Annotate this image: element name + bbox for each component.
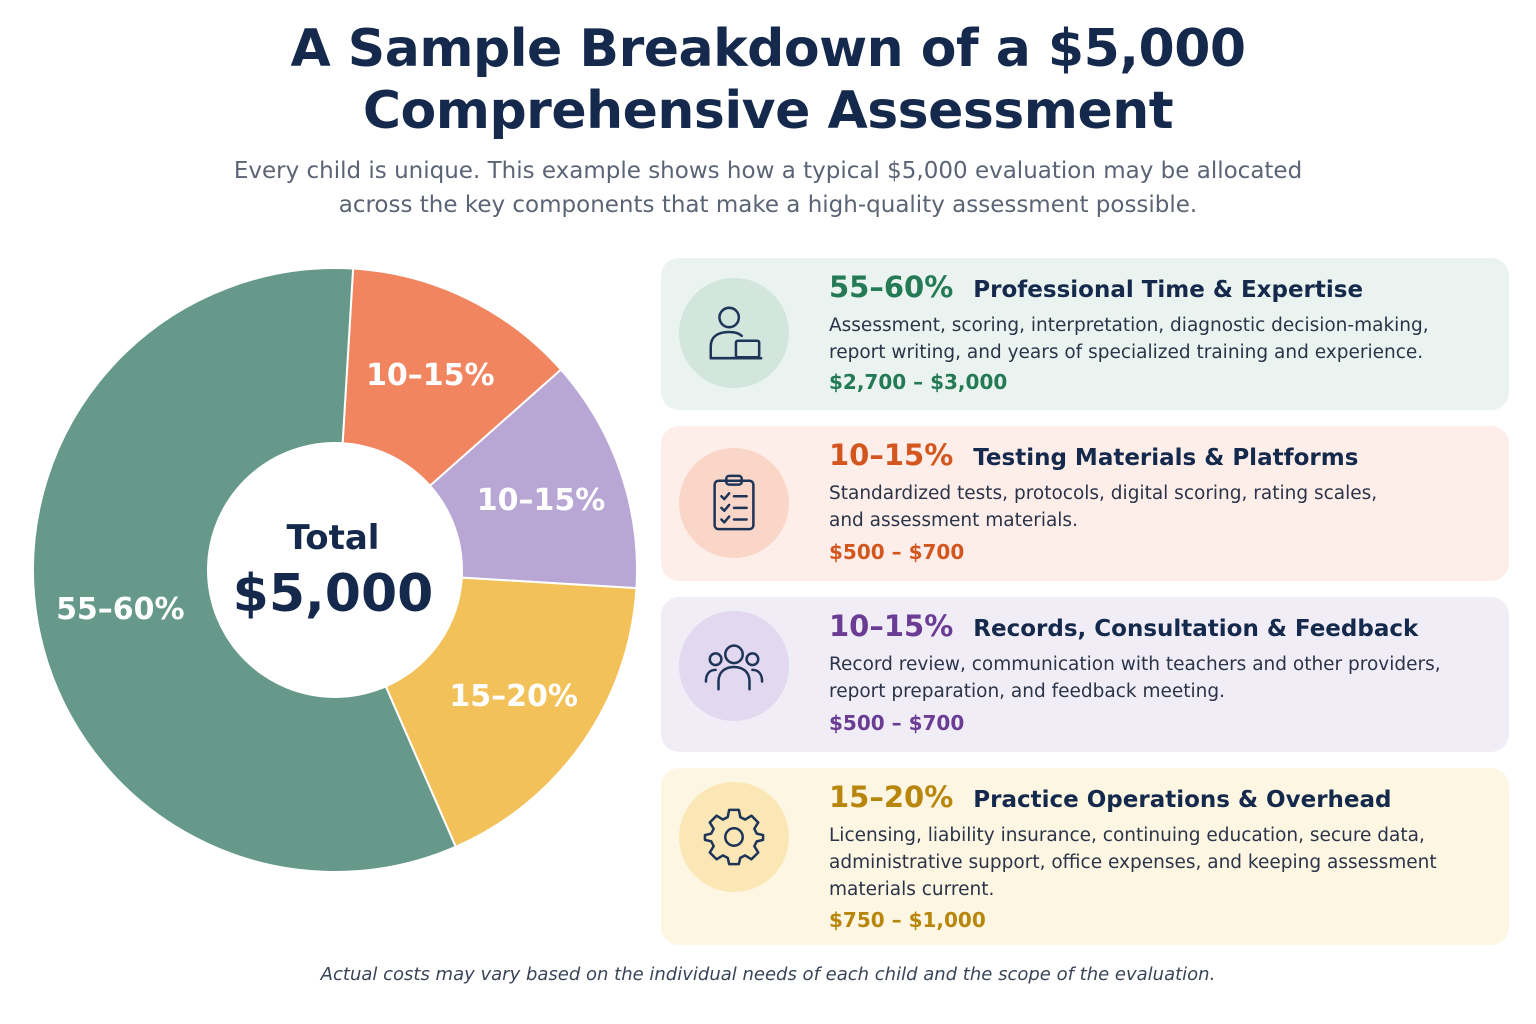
card-percent: 10–15% [829, 609, 954, 643]
page-title: A Sample Breakdown of a $5,000 Comprehen… [0, 18, 1536, 142]
gear-icon [703, 808, 765, 866]
slice-label-4: 55–60% [56, 592, 185, 627]
person-with-laptop-icon [709, 306, 763, 360]
desc-line: and assessment materials. [829, 510, 1078, 531]
slice-label-3: 15–20% [449, 679, 578, 714]
card-heading: 55–60% Professional Time & Expertise [829, 270, 1489, 304]
donut-hole [207, 442, 463, 698]
card-amount: $500 – $700 [829, 540, 965, 564]
card-amount: $500 – $700 [829, 711, 965, 735]
slice-label-1: 10–15% [366, 358, 495, 393]
desc-line: administrative support, office expenses,… [829, 852, 1437, 873]
card-heading: 10–15% Testing Materials & Platforms [829, 438, 1489, 472]
card-title: Professional Time & Expertise [973, 277, 1364, 303]
card-amount: $750 – $1,000 [829, 908, 986, 932]
page-subtitle: Every child is unique. This example show… [168, 154, 1368, 222]
desc-line: Standardized tests, protocols, digital s… [829, 483, 1378, 504]
desc-line: Assessment, scoring, interpretation, dia… [829, 315, 1429, 336]
desc-line: Record review, communication with teache… [829, 654, 1441, 675]
card-heading: 10–15% Records, Consultation & Feedback [829, 609, 1489, 643]
desc-line: Licensing, liability insurance, continui… [829, 825, 1425, 846]
desc-line: report writing, and years of specialized… [829, 342, 1424, 363]
card-practice-operations: 15–20% Practice Operations & Overhead Lic… [661, 768, 1509, 945]
card-title: Practice Operations & Overhead [973, 787, 1392, 813]
desc-line: report preparation, and feedback meeting… [829, 681, 1226, 702]
card-testing-materials: 10–15% Testing Materials & Platforms Stan… [661, 426, 1509, 581]
card-description: Licensing, liability insurance, continui… [829, 822, 1479, 903]
slice-label-2: 10–15% [477, 483, 606, 518]
center-label: Total [287, 518, 380, 558]
icon-circle [679, 278, 789, 388]
card-description: Standardized tests, protocols, digital s… [829, 480, 1479, 534]
donut-chart: 10–15% 10–15% 15–20% 55–60% Total $5,000 [32, 267, 638, 873]
footnote: Actual costs may vary based on the indiv… [320, 964, 1216, 985]
icon-circle [679, 782, 789, 892]
card-amount: $2,700 – $3,000 [829, 370, 1008, 394]
card-description: Record review, communication with teache… [829, 651, 1479, 705]
desc-line: materials current. [829, 879, 995, 900]
title-line-2: Comprehensive Assessment [362, 81, 1174, 141]
card-description: Assessment, scoring, interpretation, dia… [829, 312, 1479, 366]
card-title: Testing Materials & Platforms [973, 445, 1359, 471]
clipboard-checklist-icon [713, 474, 755, 531]
subtitle-line-1: Every child is unique. This example show… [233, 158, 1303, 184]
group-people-icon [704, 644, 764, 691]
card-records-consultation: 10–15% Records, Consultation & Feedback R… [661, 597, 1509, 752]
card-percent: 55–60% [829, 270, 954, 304]
card-percent: 10–15% [829, 438, 954, 472]
icon-circle [679, 611, 789, 721]
card-professional-time: 55–60% Professional Time & Expertise Asse… [661, 258, 1509, 410]
card-percent: 15–20% [829, 780, 954, 814]
card-title: Records, Consultation & Feedback [973, 616, 1419, 642]
title-line-1: A Sample Breakdown of a $5,000 [290, 19, 1246, 79]
subtitle-line-2: across the key components that make a hi… [338, 192, 1198, 218]
card-heading: 15–20% Practice Operations & Overhead [829, 780, 1489, 814]
icon-circle [679, 448, 789, 558]
center-value: $5,000 [233, 564, 434, 624]
